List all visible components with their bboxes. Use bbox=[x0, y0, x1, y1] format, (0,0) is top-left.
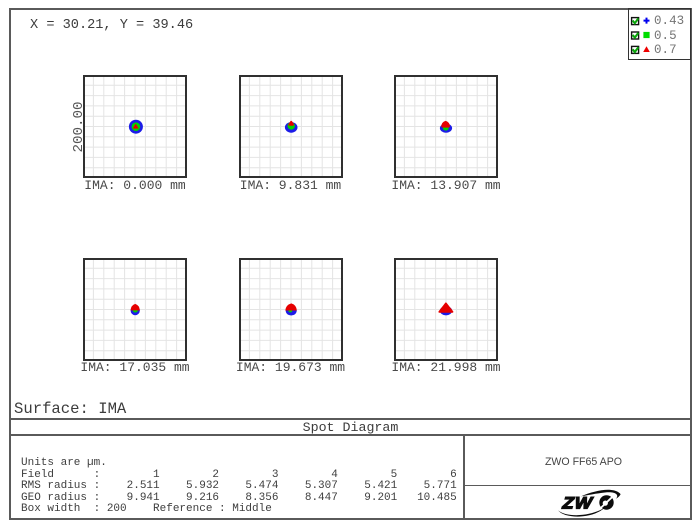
svg-text:ZW: ZW bbox=[561, 493, 594, 512]
